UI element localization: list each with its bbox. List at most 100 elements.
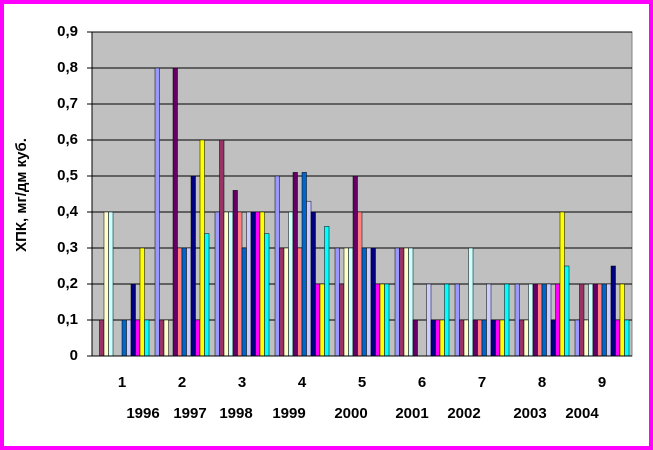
x-tick-label: 9 bbox=[598, 374, 606, 391]
bar bbox=[606, 283, 612, 357]
bar bbox=[412, 319, 418, 357]
bar bbox=[550, 319, 556, 357]
y-tick-label: 0,3 bbox=[57, 239, 78, 256]
x-tick-label: 2 bbox=[178, 374, 186, 391]
bar bbox=[403, 247, 409, 357]
bar bbox=[399, 247, 405, 357]
bar bbox=[343, 247, 349, 357]
bar bbox=[468, 247, 474, 357]
bar bbox=[495, 319, 501, 357]
year-label: 2001 bbox=[395, 405, 428, 422]
bar bbox=[523, 319, 529, 357]
bar bbox=[223, 211, 229, 357]
bar bbox=[195, 319, 201, 357]
bar bbox=[121, 319, 127, 357]
bar bbox=[241, 247, 247, 357]
bar bbox=[246, 211, 252, 357]
bar bbox=[108, 211, 114, 357]
bar bbox=[615, 319, 621, 357]
y-tick-label: 0,6 bbox=[57, 131, 78, 148]
x-tick-label: 7 bbox=[478, 374, 486, 391]
bar bbox=[219, 139, 225, 357]
year-label: 2002 bbox=[447, 405, 480, 422]
bar bbox=[477, 319, 483, 357]
bar bbox=[264, 233, 270, 357]
bar bbox=[514, 283, 520, 357]
year-label: 2003 bbox=[513, 405, 546, 422]
bar bbox=[237, 211, 243, 357]
x-tick-label: 3 bbox=[238, 374, 246, 391]
bar bbox=[519, 319, 525, 357]
bar bbox=[555, 283, 561, 357]
bar bbox=[139, 247, 145, 357]
bar bbox=[130, 283, 136, 357]
bar bbox=[444, 283, 450, 357]
bar bbox=[255, 211, 261, 357]
bar bbox=[172, 67, 178, 357]
bar bbox=[375, 283, 381, 357]
bar bbox=[574, 319, 580, 357]
y-tick-label: 0,8 bbox=[57, 59, 78, 76]
year-label: 1998 bbox=[219, 405, 252, 422]
bar bbox=[306, 200, 312, 357]
bar bbox=[204, 233, 210, 357]
bar bbox=[394, 247, 400, 357]
bar bbox=[426, 283, 432, 357]
bar bbox=[601, 283, 607, 357]
bar bbox=[103, 211, 109, 357]
bar bbox=[583, 319, 589, 357]
x-tick-label: 1 bbox=[118, 374, 126, 391]
bar bbox=[504, 283, 510, 357]
bar bbox=[288, 211, 294, 357]
bar bbox=[297, 247, 303, 357]
bar bbox=[384, 283, 390, 357]
bar bbox=[324, 226, 330, 357]
bar bbox=[541, 283, 547, 357]
year-label: 1996 bbox=[126, 405, 159, 422]
bar bbox=[154, 67, 160, 357]
bar bbox=[537, 283, 543, 357]
bar bbox=[459, 319, 465, 357]
bar bbox=[619, 283, 625, 357]
bar bbox=[144, 319, 150, 357]
bar bbox=[163, 319, 169, 357]
bar bbox=[232, 190, 238, 357]
year-label: 2004 bbox=[565, 405, 599, 422]
bar bbox=[499, 319, 505, 357]
y-tick-label: 0,9 bbox=[57, 23, 78, 40]
bar bbox=[472, 319, 478, 357]
bar bbox=[610, 265, 616, 357]
bar bbox=[435, 319, 441, 357]
year-label: 1999 bbox=[272, 405, 305, 422]
year-label: 2000 bbox=[334, 405, 367, 422]
bar bbox=[430, 319, 436, 357]
bar bbox=[532, 283, 538, 357]
bar bbox=[250, 211, 256, 357]
y-tick-label: 0,7 bbox=[57, 95, 78, 112]
bar bbox=[159, 319, 165, 357]
bar bbox=[439, 319, 445, 357]
bar bbox=[315, 283, 321, 357]
bar bbox=[279, 247, 285, 357]
bar bbox=[579, 283, 585, 357]
bar bbox=[99, 319, 105, 357]
bar bbox=[357, 211, 363, 357]
x-tick-label: 8 bbox=[538, 374, 546, 391]
bar bbox=[199, 139, 205, 357]
bar bbox=[339, 283, 345, 357]
bar bbox=[334, 247, 340, 357]
bar bbox=[454, 283, 460, 357]
bar bbox=[126, 319, 132, 357]
bar bbox=[259, 211, 265, 357]
bar bbox=[597, 283, 603, 357]
x-tick-label: 6 bbox=[418, 374, 426, 391]
bar bbox=[564, 265, 570, 357]
x-tick-label: 4 bbox=[298, 374, 307, 391]
y-tick-label: 0,4 bbox=[57, 203, 79, 220]
bar bbox=[214, 211, 220, 357]
year-label: 1997 bbox=[173, 405, 206, 422]
bar bbox=[283, 247, 289, 357]
bar bbox=[528, 283, 534, 357]
bar bbox=[490, 319, 496, 357]
